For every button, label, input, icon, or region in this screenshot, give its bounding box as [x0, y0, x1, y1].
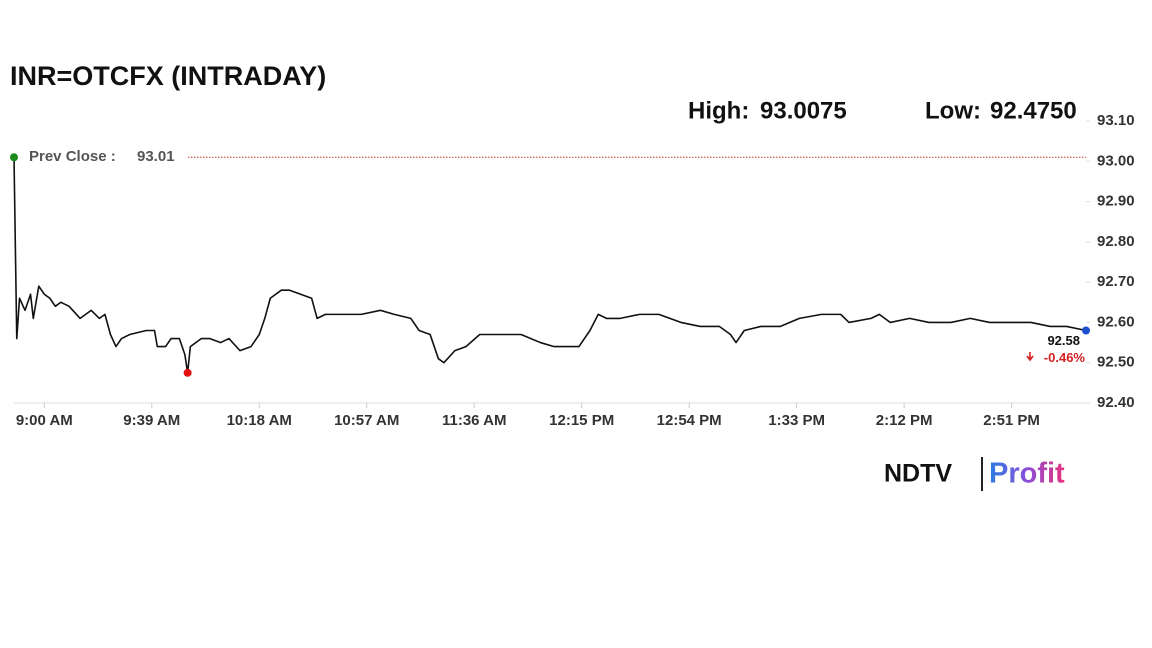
logo-ndtv: NDTV [884, 460, 952, 488]
high-label: High: [688, 97, 749, 124]
price-line [13, 157, 1087, 374]
low-label: Low: [925, 97, 981, 124]
x-tick-label: 10:18 AM [227, 412, 292, 429]
y-tick-label: 92.40 [1097, 394, 1135, 411]
x-tick-label: 2:51 PM [983, 412, 1040, 429]
x-tick-label: 11:36 AM [442, 412, 506, 429]
x-tick-label: 10:57 AM [334, 412, 399, 429]
x-tick-label: 2:12 PM [876, 412, 933, 429]
x-tick-label: 9:00 AM [16, 412, 73, 429]
last-dot [1082, 326, 1090, 335]
y-tick-label: 93.00 [1097, 152, 1135, 169]
prev-close-value: 93.01 [137, 148, 175, 165]
y-tick-label: 92.70 [1097, 273, 1135, 290]
y-tick-label: 92.50 [1097, 354, 1135, 371]
x-tick-label: 12:54 PM [657, 412, 722, 429]
chart-title: INR=OTCFX (INTRADAY) [10, 61, 326, 91]
down-arrow [1026, 352, 1034, 362]
last-value-label: 92.58 [1047, 333, 1080, 348]
y-tick-label: 92.90 [1097, 193, 1135, 210]
x-tick-label: 12:15 PM [549, 412, 614, 429]
y-tick-label: 93.10 [1097, 112, 1135, 129]
logo-profit: Profit [989, 458, 1065, 490]
start-dot [10, 153, 18, 162]
high-value: 93.0075 [760, 97, 847, 124]
y-tick-label: 92.60 [1097, 313, 1135, 330]
low-dot [183, 368, 192, 377]
change-label: -0.46% [1044, 350, 1086, 365]
prev-close-label: Prev Close : [29, 148, 116, 165]
x-tick-label: 1:33 PM [768, 412, 825, 429]
x-tick-label: 9:39 AM [123, 412, 180, 429]
low-value: 92.4750 [990, 97, 1077, 124]
y-tick-label: 92.80 [1097, 233, 1135, 250]
